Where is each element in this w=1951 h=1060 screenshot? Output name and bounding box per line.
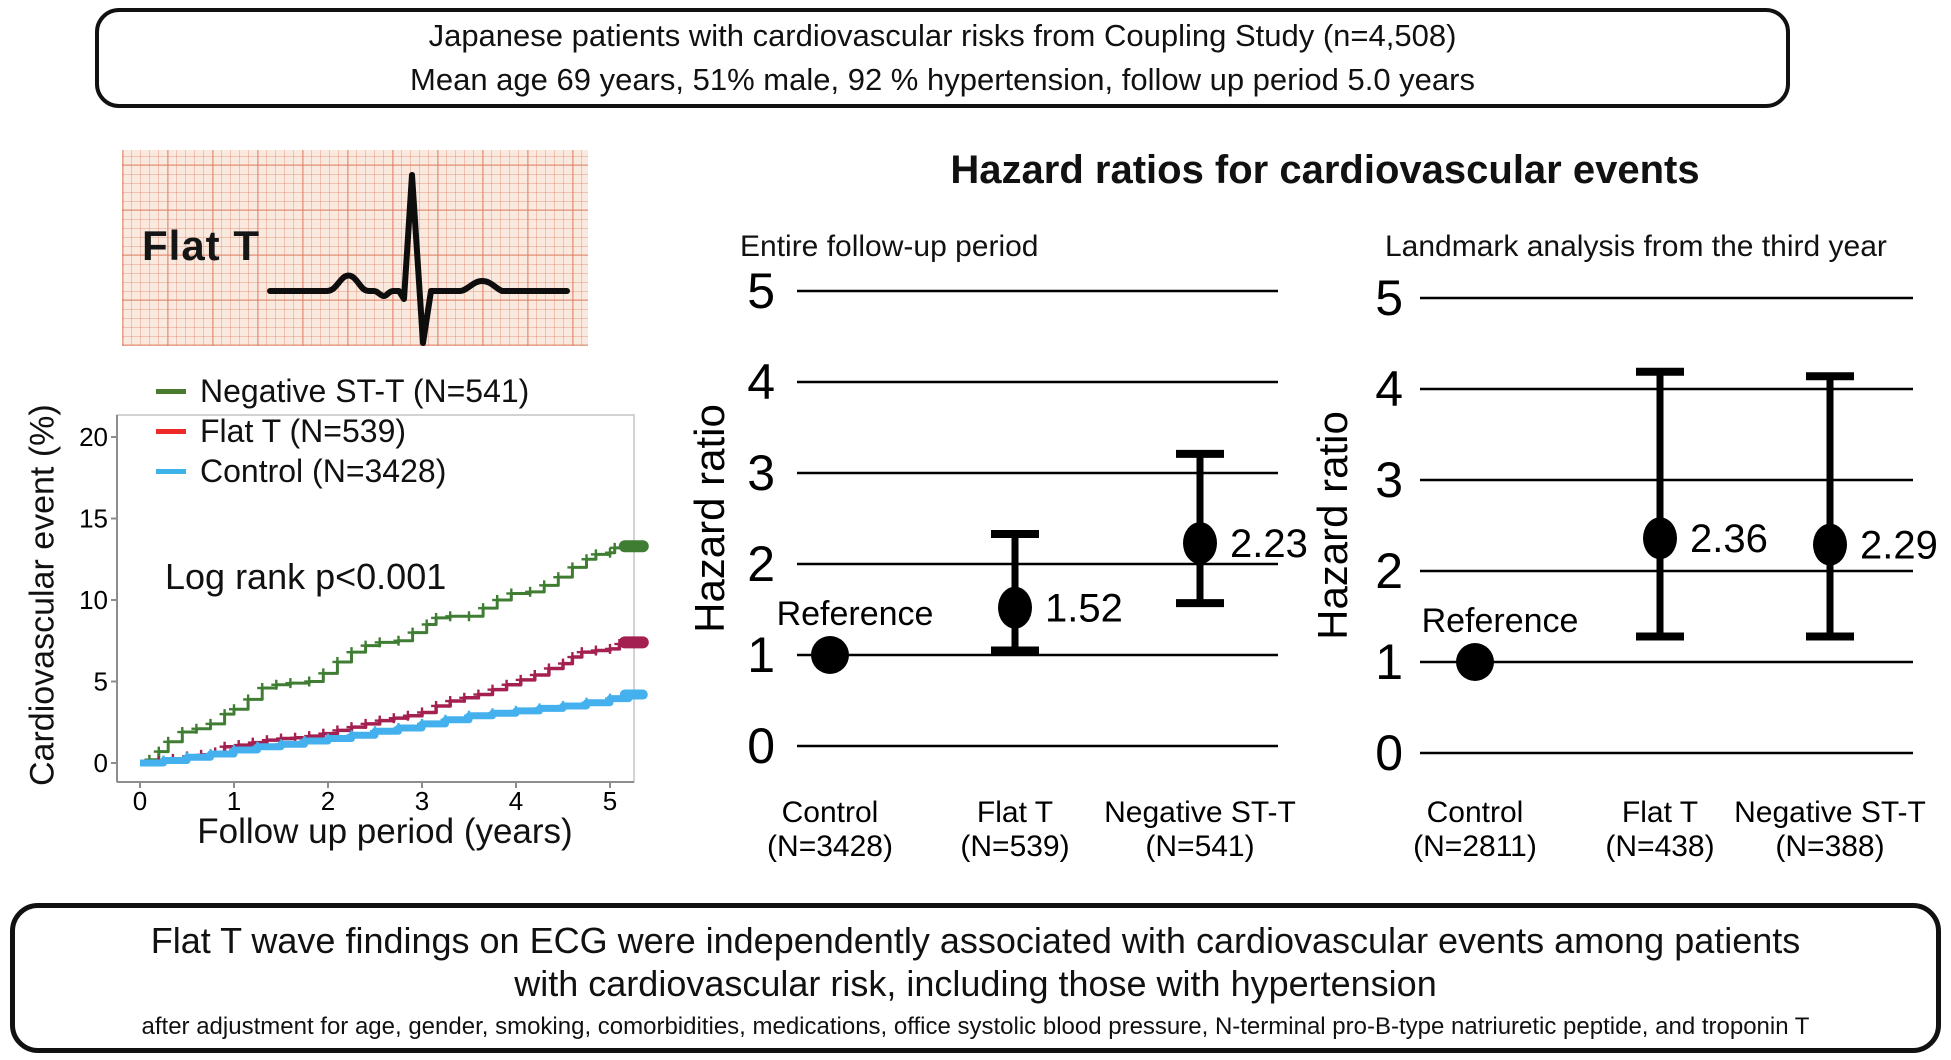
ecg-strip-panel: Flat T <box>122 150 588 346</box>
study-population-line1: Japanese patients with cardiovascular ri… <box>428 17 1457 53</box>
svg-text:Reference: Reference <box>1422 602 1579 640</box>
svg-text:Control: Control <box>782 796 879 829</box>
svg-text:3: 3 <box>1375 452 1403 508</box>
km-legend-swatch <box>156 389 186 394</box>
svg-text:Negative ST-T: Negative ST-T <box>1104 796 1296 829</box>
svg-text:0: 0 <box>133 786 147 816</box>
km-plot: 0 5 10 15 20 0 1 2 3 4 5 <box>79 414 649 816</box>
km-legend-swatch <box>156 429 186 434</box>
svg-text:5: 5 <box>603 786 617 816</box>
svg-text:0: 0 <box>1375 725 1403 781</box>
km-x-axis-label: Follow up period (years) <box>197 812 573 851</box>
svg-text:3: 3 <box>747 445 775 501</box>
study-population-line2: Mean age 69 years, 51% male, 92 % hypert… <box>410 62 1475 97</box>
km-log-rank-annotation: Log rank p<0.001 <box>165 556 447 597</box>
svg-text:2.29: 2.29 <box>1860 524 1938 568</box>
svg-text:2: 2 <box>1375 543 1403 599</box>
svg-text:10: 10 <box>79 585 108 615</box>
svg-text:Hazard ratio: Hazard ratio <box>690 404 733 633</box>
km-legend-label: Negative ST-T (N=541) <box>200 373 530 409</box>
svg-text:1.52: 1.52 <box>1045 587 1123 631</box>
svg-text:5: 5 <box>94 667 108 697</box>
svg-text:3: 3 <box>415 786 429 816</box>
conclusion-box: Flat T wave findings on ECG were indepen… <box>10 903 1941 1053</box>
svg-text:4: 4 <box>1375 361 1403 417</box>
ecg-waveform <box>267 172 570 346</box>
svg-text:Hazard ratio: Hazard ratio <box>1309 411 1356 640</box>
svg-text:2.36: 2.36 <box>1690 517 1768 561</box>
km-legend-item-1: Flat T (N=539) <box>156 413 529 449</box>
svg-text:Flat T: Flat T <box>977 796 1053 829</box>
svg-text:Negative ST-T: Negative ST-T <box>1734 796 1926 829</box>
svg-text:Control: Control <box>1427 796 1524 829</box>
km-legend-item-2: Control (N=3428) <box>156 453 529 489</box>
svg-text:4: 4 <box>747 354 775 410</box>
hr-section-title: Hazard ratios for cardiovascular events <box>950 148 1700 192</box>
svg-text:Reference: Reference <box>777 595 934 633</box>
svg-text:2: 2 <box>321 786 335 816</box>
svg-text:2: 2 <box>747 536 775 592</box>
km-legend-label: Flat T (N=539) <box>200 413 407 449</box>
svg-text:(N=438): (N=438) <box>1605 830 1714 863</box>
svg-text:1: 1 <box>1375 634 1403 690</box>
svg-text:(N=3428): (N=3428) <box>767 830 893 863</box>
svg-text:(N=539): (N=539) <box>960 830 1069 863</box>
km-legend: Negative ST-T (N=541) Flat T (N=539) Contr… <box>156 373 530 489</box>
km-legend-label: Control (N=3428) <box>200 453 447 489</box>
svg-text:1: 1 <box>747 627 775 683</box>
km-legend-swatch <box>156 469 186 474</box>
svg-text:Flat T: Flat T <box>1622 796 1698 829</box>
study-population-box: Japanese patients with cardiovascular ri… <box>95 8 1790 108</box>
conclusion-line1: Flat T wave findings on ECG were indepen… <box>150 920 1801 962</box>
svg-text:2.23: 2.23 <box>1230 522 1308 566</box>
ecg-flat-t-label: Flat T <box>142 222 260 269</box>
conclusion-line2: with cardiovascular risk, including thos… <box>514 962 1437 1004</box>
svg-text:5: 5 <box>747 263 775 319</box>
hr-subtitle-landmark: Landmark analysis from the third year <box>1385 230 1887 263</box>
km-legend-item-0: Negative ST-T (N=541) <box>156 373 530 409</box>
svg-text:0: 0 <box>747 718 775 774</box>
svg-text:(N=541): (N=541) <box>1145 830 1254 863</box>
svg-text:5: 5 <box>1375 270 1403 326</box>
svg-text:15: 15 <box>79 504 108 534</box>
svg-text:(N=388): (N=388) <box>1775 830 1884 863</box>
hr-subtitle-entire: Entire follow-up period <box>740 230 1039 263</box>
conclusion-adjustment-note: after adjustment for age, gender, smokin… <box>141 1013 1810 1041</box>
svg-text:20: 20 <box>79 422 108 452</box>
svg-text:1: 1 <box>227 786 241 816</box>
svg-text:(N=2811): (N=2811) <box>1413 830 1537 863</box>
svg-text:0: 0 <box>94 748 108 778</box>
svg-text:4: 4 <box>509 786 523 816</box>
